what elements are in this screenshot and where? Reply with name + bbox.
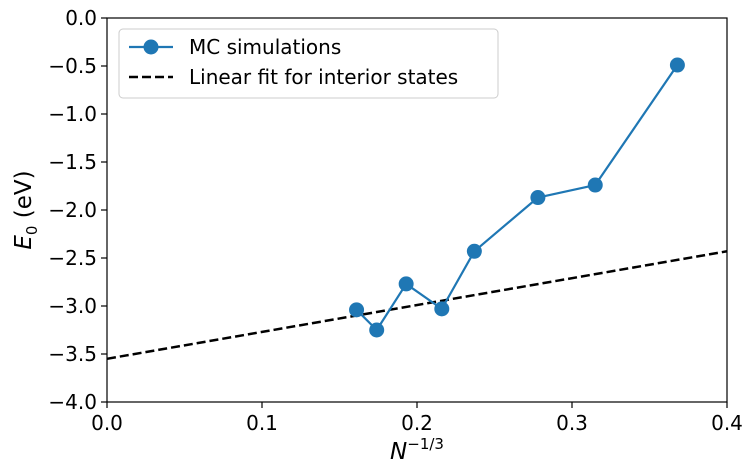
mc-data-point bbox=[349, 302, 365, 318]
mc-data-point bbox=[398, 276, 414, 292]
y-tick-label: −3.0 bbox=[48, 294, 97, 318]
y-tick-label: −1.0 bbox=[48, 102, 97, 126]
x-tick-label: 0.3 bbox=[556, 411, 588, 435]
legend-label-mc-simulations: MC simulations bbox=[189, 35, 341, 59]
y-tick-label: −4.0 bbox=[48, 390, 97, 414]
mc-data-point bbox=[466, 243, 482, 259]
mc-data-point bbox=[434, 301, 450, 317]
y-tick-label: −2.5 bbox=[48, 246, 97, 270]
mc-data-point bbox=[369, 322, 385, 338]
x-tick-label: 0.0 bbox=[91, 411, 123, 435]
x-axis-label: N−1/3 bbox=[390, 435, 444, 465]
y-tick-label: −2.0 bbox=[48, 198, 97, 222]
y-tick-label: −3.5 bbox=[48, 342, 97, 366]
plot-area bbox=[106, 57, 728, 361]
mc-data-point bbox=[669, 57, 685, 73]
series-mc-simulations-line bbox=[355, 64, 679, 332]
plot-frame bbox=[106, 17, 728, 403]
y-tick-label: −0.5 bbox=[48, 54, 97, 78]
legend-label-linear-fit: Linear fit for interior states bbox=[189, 65, 458, 89]
legend-box bbox=[118, 28, 499, 99]
y-axis-label-base: E bbox=[11, 235, 37, 250]
y-tick-label: 0.0 bbox=[65, 6, 97, 30]
legend: MC simulations Linear fit for interior s… bbox=[118, 28, 499, 99]
x-axis-label-base: N bbox=[390, 439, 407, 465]
series-linear-fit-line bbox=[106, 250, 728, 361]
x-tick-label: 0.1 bbox=[246, 411, 278, 435]
y-axis-label-unit: (eV) bbox=[11, 170, 37, 225]
mc-data-point bbox=[530, 190, 546, 206]
y-axis-label-subscript: 0 bbox=[23, 226, 41, 236]
x-tick-label: 0.2 bbox=[401, 411, 433, 435]
mc-data-point bbox=[587, 177, 603, 193]
y-axis-label: E0 (eV) bbox=[11, 170, 41, 249]
legend-swatch-mc-marker bbox=[143, 39, 159, 55]
axis-ticks: 0.0 0.1 0.2 0.3 0.4 0.0 −0.5 −1.0 −1.5 −2.0 −2.5 −3… bbox=[48, 6, 742, 435]
y-tick-label: −1.5 bbox=[48, 150, 97, 174]
x-tick-label: 0.4 bbox=[711, 411, 743, 435]
x-axis-label-exponent: −1/3 bbox=[407, 435, 444, 453]
